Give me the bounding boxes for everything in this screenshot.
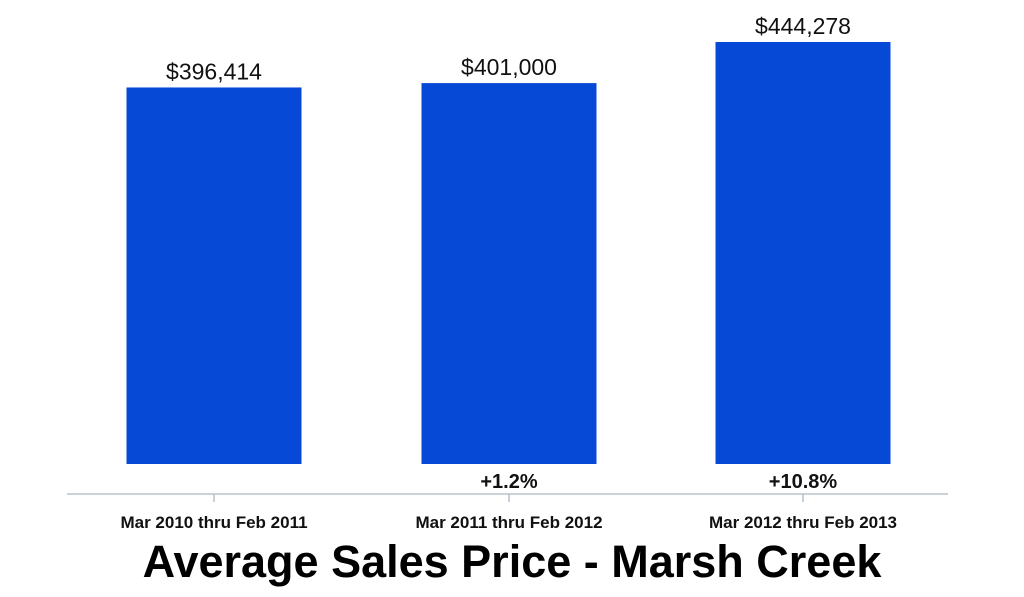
category-label-2: Mar 2011 thru Feb 2012	[415, 513, 602, 532]
category-label-3: Mar 2012 thru Feb 2013	[709, 513, 897, 532]
bars-group	[126, 42, 891, 465]
change-label-2: +1.2%	[480, 471, 537, 493]
change-labels-group: +1.2% +10.8%	[480, 471, 837, 493]
chart-title: Average Sales Price - Marsh Creek	[143, 536, 883, 587]
value-label-3: $444,278	[755, 13, 851, 39]
bar-1	[126, 87, 302, 464]
value-labels-group: $396,414 $401,000 $444,278	[166, 13, 851, 84]
bar-2	[421, 83, 597, 465]
category-label-1: Mar 2010 thru Feb 2011	[120, 513, 307, 532]
x-axis-ticks-group	[213, 494, 804, 502]
value-label-2: $401,000	[461, 54, 557, 80]
bar-3	[715, 42, 891, 464]
change-label-3: +10.8%	[769, 471, 838, 493]
value-label-1: $396,414	[166, 58, 262, 84]
category-labels-group: Mar 2010 thru Feb 2011 Mar 2011 thru Feb …	[120, 513, 897, 532]
